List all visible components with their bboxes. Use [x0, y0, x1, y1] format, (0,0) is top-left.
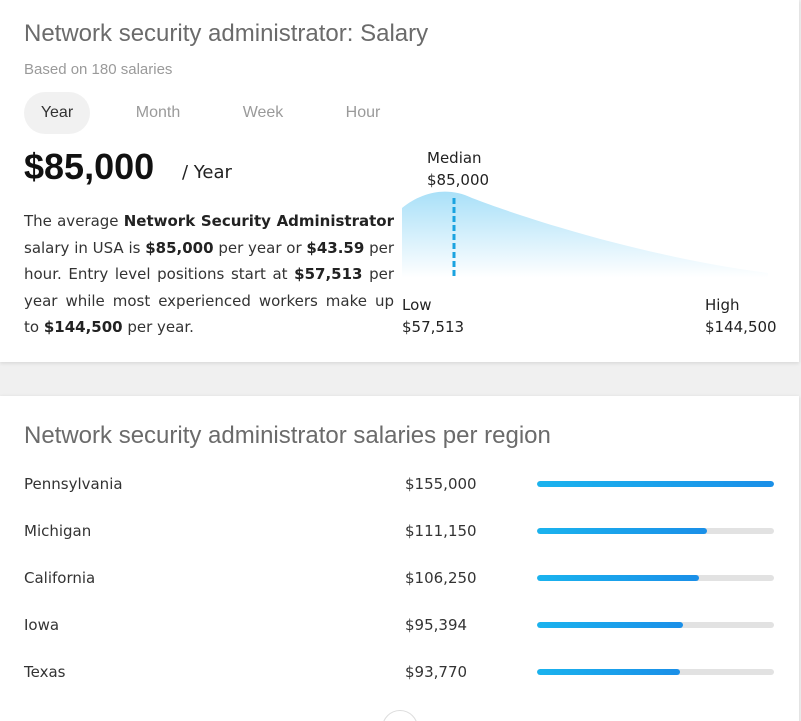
region-row: Texas $93,770	[24, 660, 774, 684]
salary-count: Based on 180 salaries	[24, 61, 173, 78]
desc-text: per year or	[213, 238, 307, 257]
tab-year[interactable]: Year	[24, 92, 90, 134]
desc-text: The average	[24, 212, 124, 230]
region-bar-track	[537, 481, 774, 487]
region-row: California $106,250	[24, 566, 774, 590]
region-salary: $95,394	[405, 616, 468, 634]
median-label: Median $85,000	[427, 147, 489, 191]
region-bar-fill	[537, 481, 774, 487]
salary-distribution-chart: Median $85,000 Low $57,513 High $144,500	[402, 146, 782, 346]
salary-period: / Year	[182, 162, 232, 183]
distribution-curve-graphic	[402, 191, 768, 279]
median-value: $85,000	[427, 171, 490, 189]
region-name: Iowa	[24, 616, 60, 634]
distribution-curve	[402, 191, 768, 278]
region-salary: $93,770	[405, 663, 468, 681]
low-title: Low	[402, 296, 432, 314]
regions-title: Network security administrator salaries …	[24, 422, 551, 449]
tab-week[interactable]: Week	[242, 104, 284, 121]
tab-month[interactable]: Month	[135, 104, 181, 121]
region-bar-fill	[537, 622, 683, 628]
region-bar-track	[537, 528, 774, 534]
region-salary: $106,250	[405, 569, 477, 587]
region-salary: $155,000	[405, 475, 477, 493]
low-value: $57,513	[402, 318, 465, 336]
high-label: High $144,500	[705, 294, 777, 338]
regions-card: Network security administrator salaries …	[0, 396, 799, 721]
region-name: Pennsylvania	[24, 475, 123, 493]
desc-text: per hour. Entry level positions start at	[24, 238, 394, 284]
desc-text: per year.	[122, 318, 194, 336]
region-name: Michigan	[24, 522, 92, 540]
region-row: Iowa $95,394	[24, 613, 774, 637]
region-bar-track	[537, 622, 774, 628]
region-row: Michigan $111,150	[24, 519, 774, 543]
salary-overview-card: Network security administrator: Salary B…	[0, 0, 799, 362]
desc-hourly-rate: $43.59	[306, 238, 365, 257]
salary-amount: $85,000	[24, 146, 155, 187]
region-name: Texas	[24, 663, 66, 681]
tab-hour[interactable]: Hour	[345, 104, 381, 121]
page-title: Network security administrator: Salary	[24, 20, 429, 47]
desc-average-salary: $85,000	[145, 238, 214, 257]
desc-entry-salary: $57,513	[294, 265, 363, 283]
region-bar-fill	[537, 528, 707, 534]
salary-description: The average Network Security Administrat…	[24, 208, 394, 341]
high-value: $144,500	[705, 318, 777, 336]
desc-top-salary: $144,500	[43, 318, 123, 336]
high-title: High	[705, 296, 740, 314]
region-name: California	[24, 569, 96, 587]
region-row: Pennsylvania $155,000	[24, 472, 774, 496]
region-bar-track	[537, 575, 774, 581]
region-bar-fill	[537, 669, 681, 675]
desc-text: per year while most experienced workers …	[24, 265, 394, 336]
region-salary: $111,150	[405, 522, 477, 540]
low-label: Low $57,513	[402, 294, 464, 338]
region-bar-track	[537, 669, 774, 675]
desc-job-title: Network Security Administrator	[123, 212, 394, 230]
region-bar-fill	[537, 575, 700, 581]
desc-text: salary in USA is	[24, 238, 146, 257]
median-title: Median	[427, 149, 482, 167]
